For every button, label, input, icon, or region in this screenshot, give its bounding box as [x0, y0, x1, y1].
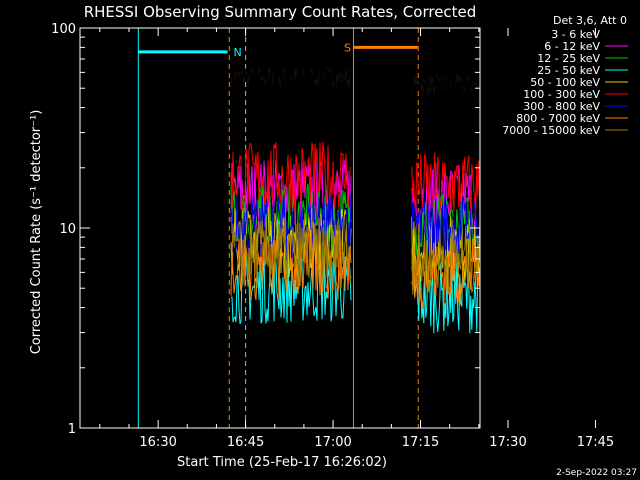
x-tick-label: 17:00 [314, 435, 351, 450]
y-tick-label: 10 [59, 222, 76, 237]
series-line-8-1 [411, 223, 480, 295]
x-tick-label: 17:30 [489, 435, 526, 450]
legend-label: 800 - 7000 keV [516, 112, 600, 125]
y-tick-label: 1 [68, 422, 76, 437]
series-line-7-1 [411, 236, 480, 309]
legend-label: 6 - 12 keV [544, 40, 600, 53]
plot-inner [137, 28, 480, 428]
legend-label: 100 - 300 keV [523, 88, 600, 101]
series-line-3-1 [411, 262, 480, 334]
series-line-5-0 [230, 141, 351, 213]
annotation-label: N [234, 46, 242, 59]
series-line-0-0 [230, 66, 352, 89]
x-tick-label: 17:45 [577, 435, 614, 450]
legend-label: 3 - 6 keV [551, 28, 600, 41]
legend-label: 50 - 100 keV [530, 76, 600, 89]
date-stamp: 2-Sep-2022 03:27 [556, 468, 637, 478]
annotation-label: S [344, 41, 351, 54]
series-line-8-0 [230, 217, 352, 289]
plot-frame [79, 27, 481, 429]
series-line-5-1 [411, 152, 480, 216]
series-top-trace-1 [411, 72, 480, 96]
legend-label: 7000 - 15000 keV [502, 124, 600, 137]
x-tick-label: 17:15 [402, 435, 439, 450]
series-top-trace-0 [230, 65, 352, 89]
legend-label: 12 - 25 keV [537, 52, 600, 65]
legend-header: Det 3,6, Att 0 [553, 14, 627, 27]
y-axis-label: Corrected Count Rate (s⁻¹ detector⁻¹) [29, 110, 44, 355]
plot-area: 16:3016:4517:0017:1517:3017:4518:0011010… [51, 22, 614, 450]
series-line-6-1 [411, 196, 480, 264]
legend-label: 300 - 800 keV [523, 100, 600, 113]
chart-title: RHESSI Observing Summary Count Rates, Co… [84, 3, 477, 21]
series-line-3-0 [231, 253, 352, 324]
x-tick-label: 16:45 [227, 435, 264, 450]
y-tick-label: 100 [51, 22, 76, 37]
legend-label: 25 - 50 keV [537, 64, 600, 77]
x-tick-label: 16:30 [139, 435, 176, 450]
x-axis-label: Start Time (25-Feb-17 16:26:02) [177, 455, 387, 470]
series-line-4-0 [230, 206, 352, 278]
